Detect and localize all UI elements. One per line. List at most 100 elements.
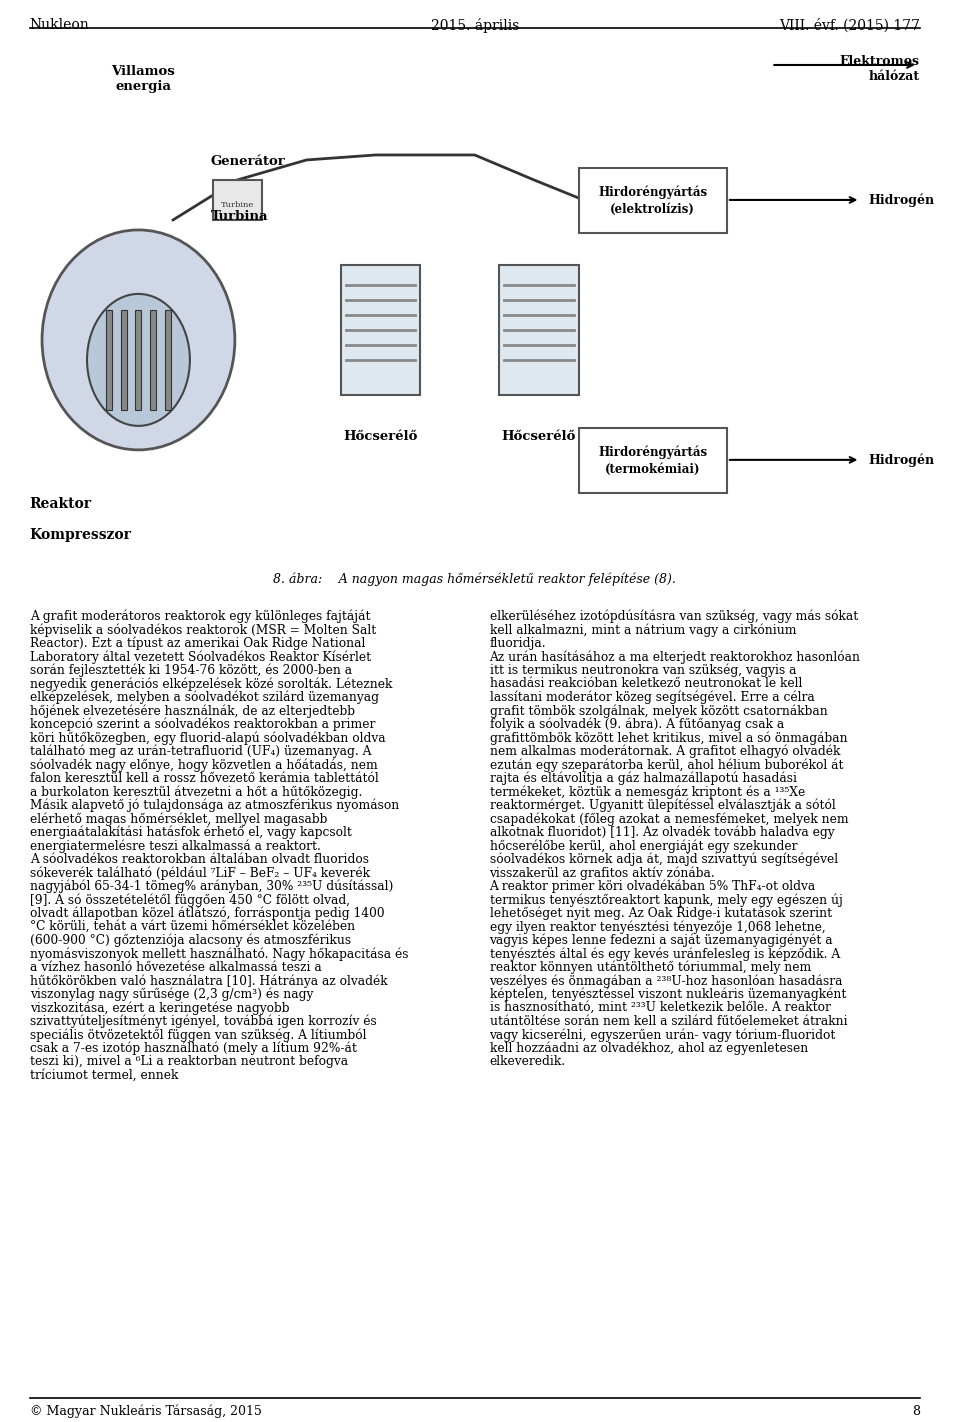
Text: egy ilyen reaktor tenyésztési tényezője 1,068 lehetne,: egy ilyen reaktor tenyésztési tényezője … (490, 920, 826, 934)
Text: energiatermelésre teszi alkalmassá a reaktort.: energiatermelésre teszi alkalmassá a rea… (30, 839, 321, 853)
Text: olvadt állapotban közel átlátszó, forráspontja pedig 1400: olvadt állapotban közel átlátszó, forrás… (30, 907, 384, 920)
Text: rajta és eltávolítja a gáz halmazállapotú hasadási: rajta és eltávolítja a gáz halmazállapot… (490, 772, 797, 785)
Ellipse shape (87, 294, 190, 425)
Text: Az urán hasításához a ma elterjedt reaktorokhoz hasonlóan: Az urán hasításához a ma elterjedt reakt… (490, 650, 860, 664)
Text: viszonylag nagy sűrűsége (2,3 g/cm³) és nagy: viszonylag nagy sűrűsége (2,3 g/cm³) és … (30, 988, 313, 1001)
Text: folyik a sóolvadék (9. ábra). A fűtőanyag csak a: folyik a sóolvadék (9. ábra). A fűtőanya… (490, 718, 783, 731)
Text: képviselik a sóolvadékos reaktorok (MSR = Molten Salt: képviselik a sóolvadékos reaktorok (MSR … (30, 623, 376, 637)
Text: Hidrogén: Hidrogén (868, 193, 934, 206)
Text: elkeveredik.: elkeveredik. (490, 1055, 565, 1068)
Text: Turbina: Turbina (210, 210, 268, 223)
Text: sóolvadék nagy előnye, hogy közvetlen a hőátadás, nem: sóolvadék nagy előnye, hogy közvetlen a … (30, 758, 377, 772)
Text: A reaktor primer köri olvadékában 5% ThF₄-ot oldva: A reaktor primer köri olvadékában 5% ThF… (490, 880, 816, 893)
Text: grafit tömbök szolgálnak, melyek között csatornákban: grafit tömbök szolgálnak, melyek között … (490, 704, 828, 718)
Text: energiaátalakítási hatásfok érhető el, vagy kapcsolt: energiaátalakítási hatásfok érhető el, v… (30, 826, 351, 839)
Text: Hirdoréngyártás: Hirdoréngyártás (598, 445, 708, 459)
Text: nagyjából 65-34-1 tömeg% arányban, 30% ²³⁵U dúsítással): nagyjából 65-34-1 tömeg% arányban, 30% ²… (30, 880, 393, 893)
Text: reaktor könnyen utántölthető tóriummal, mely nem: reaktor könnyen utántölthető tóriummal, … (490, 961, 811, 974)
Bar (499, 264, 579, 395)
Text: elérhető magas hőmérséklet, mellyel magasabb: elérhető magas hőmérséklet, mellyel maga… (30, 812, 327, 826)
Text: Elektromos
hálózat: Elektromos hálózat (840, 55, 920, 82)
Text: itt is termikus neutronokra van szükség, vagyis a: itt is termikus neutronokra van szükség,… (490, 664, 796, 677)
Text: csak a 7-es izotóp használható (mely a lítium 92%-át: csak a 7-es izotóp használható (mely a l… (30, 1042, 356, 1055)
Ellipse shape (42, 230, 235, 449)
Text: °C körüli, tehát a várt üzemi hőmérséklet közelében: °C körüli, tehát a várt üzemi hőmérsékle… (30, 920, 355, 933)
Text: lehetőséget nyit meg. Az Oak Ridge-i kutatások szerint: lehetőséget nyit meg. Az Oak Ridge-i kut… (490, 907, 831, 920)
Text: utántöltése során nem kell a szilárd fűtőelemeket átrakni: utántöltése során nem kell a szilárd fűt… (490, 1015, 847, 1028)
Bar (30, 36, 920, 555)
Bar (151, 310, 156, 410)
Bar (121, 310, 127, 410)
Text: Reaktor: Reaktor (30, 496, 91, 510)
Text: negyedik generációs elképzelések közé sorolták. Léteznek: negyedik generációs elképzelések közé so… (30, 677, 392, 691)
Text: A grafit moderátoros reaktorok egy különleges fajtáját: A grafit moderátoros reaktorok egy külön… (30, 610, 371, 623)
Text: [9]. A só összetételétől függően 450 °C fölött olvad,: [9]. A só összetételétől függően 450 °C … (30, 893, 349, 907)
Text: falon keresztül kell a rossz hővezető kerámia tablettától: falon keresztül kell a rossz hővezető ke… (30, 772, 378, 785)
Text: hőjének elvezetésére használnák, de az elterjedtebb: hőjének elvezetésére használnák, de az e… (30, 704, 354, 718)
Text: grafittömbök között lehet kritikus, mivel a só önmagában: grafittömbök között lehet kritikus, mive… (490, 731, 847, 745)
Text: nem alkalmas moderátornak. A grafitot elhagyó olvadék: nem alkalmas moderátornak. A grafitot el… (490, 745, 840, 758)
Text: Hőcserélő: Hőcserélő (502, 429, 576, 442)
Text: viszkozitása, ezért a keringetése nagyobb: viszkozitása, ezért a keringetése nagyob… (30, 1001, 289, 1015)
Text: Hidrogén: Hidrogén (868, 454, 934, 466)
Text: hőcserélőbe kerül, ahol energiáját egy szekunder: hőcserélőbe kerül, ahol energiáját egy s… (490, 839, 797, 853)
Text: hűtőkörökben való használatra [10]. Hátránya az olvadék: hűtőkörökben való használatra [10]. Hátr… (30, 974, 387, 988)
Text: Villamos
energia: Villamos energia (111, 65, 176, 92)
Text: fluoridja.: fluoridja. (490, 637, 546, 650)
Text: Reactor). Ezt a típust az amerikai Oak Ridge National: Reactor). Ezt a típust az amerikai Oak R… (30, 637, 365, 650)
Text: található meg az urán-tetrafluorid (UF₄) üzemanyag. A: található meg az urán-tetrafluorid (UF₄)… (30, 745, 372, 758)
Text: köri hűtőközegben, egy fluorid-alapú sóolvadékban oldva: köri hűtőközegben, egy fluorid-alapú sóo… (30, 731, 385, 745)
Text: termikus tenyésztőreaktort kapunk, mely egy egészen új: termikus tenyésztőreaktort kapunk, mely … (490, 893, 842, 907)
Text: képtelen, tenyésztéssel viszont nukleáris üzemanyagként: képtelen, tenyésztéssel viszont nukleári… (490, 988, 846, 1001)
Text: termékeket, köztük a nemesgáz kriptont és a ¹³⁵Xe: termékeket, köztük a nemesgáz kriptont é… (490, 785, 804, 799)
Text: Hirdoréngyártás: Hirdoréngyártás (598, 185, 708, 199)
Text: 2015. április: 2015. április (430, 18, 518, 33)
Text: Nukleon: Nukleon (30, 18, 89, 31)
Text: visszakerül az grafitos aktív zónába.: visszakerül az grafitos aktív zónába. (490, 866, 715, 880)
Text: Kompresszor: Kompresszor (30, 528, 132, 542)
Text: tenyésztés által és egy kevés uránfelesleg is képződik. A: tenyésztés által és egy kevés uránfelesl… (490, 947, 840, 961)
Text: is hasznosítható, mint ²³³U keletkezik belőle. A reaktor: is hasznosítható, mint ²³³U keletkezik b… (490, 1001, 830, 1014)
Text: nyomásviszonyok mellett használható. Nagy hőkapacitása és: nyomásviszonyok mellett használható. Nag… (30, 947, 408, 961)
Text: kell hozzáadni az olvadékhoz, ahol az egyenletesen: kell hozzáadni az olvadékhoz, ahol az eg… (490, 1042, 807, 1055)
Bar (579, 168, 727, 233)
Text: elkerüléséhez izotópdúsításra van szükség, vagy más sókat: elkerüléséhez izotópdúsításra van szüksé… (490, 610, 858, 623)
Text: Hőcserélő: Hőcserélő (344, 429, 418, 442)
Text: Generátor: Generátor (210, 155, 285, 168)
Text: teszi ki), mivel a ⁶Li a reaktorban neutront befogva: teszi ki), mivel a ⁶Li a reaktorban neut… (30, 1055, 348, 1068)
Bar (212, 181, 262, 220)
Text: veszélyes és önmagában a ²³⁸U-hoz hasonlóan hasadásra: veszélyes és önmagában a ²³⁸U-hoz hasonl… (490, 974, 843, 988)
Text: (termokémiai): (termokémiai) (605, 464, 701, 476)
Text: sókeverék található (például ⁷LiF – BeF₂ – UF₄ keverék: sókeverék található (például ⁷LiF – BeF₂… (30, 866, 370, 880)
Text: 8. ábra:  A nagyon magas hőmérsékletű reaktor felépítése (8).: 8. ábra: A nagyon magas hőmérsékletű rea… (274, 573, 676, 586)
Text: alkotnak fluoridot) [11]. Az olvadék tovább haladva egy: alkotnak fluoridot) [11]. Az olvadék tov… (490, 826, 834, 839)
Text: Másik alapvető jó tulajdonsága az atmoszférikus nyomáson: Másik alapvető jó tulajdonsága az atmosz… (30, 799, 399, 812)
Text: kell alkalmazni, mint a nátrium vagy a cirkónium: kell alkalmazni, mint a nátrium vagy a c… (490, 623, 796, 637)
Text: csapadékokat (főleg azokat a nemesfémeket, melyek nem: csapadékokat (főleg azokat a nemesfémeke… (490, 812, 848, 826)
Text: lassítani moderátor közeg segítségével. Erre a célra: lassítani moderátor közeg segítségével. … (490, 691, 814, 704)
Bar (165, 310, 171, 410)
Text: hasadási reakcióban keletkező neutronokat le kell: hasadási reakcióban keletkező neutronoka… (490, 677, 802, 690)
Text: a vízhez hasonló hővezetése alkalmassá teszi a: a vízhez hasonló hővezetése alkalmassá t… (30, 961, 322, 974)
Text: 8: 8 (912, 1405, 920, 1418)
Bar (579, 428, 727, 493)
Text: reaktormérget. Ugyanitt ülepítéssel elválasztják a sótól: reaktormérget. Ugyanitt ülepítéssel elvá… (490, 799, 835, 812)
Text: (elektrolízis): (elektrolízis) (611, 203, 695, 216)
Text: koncepció szerint a sóolvadékos reaktorokban a primer: koncepció szerint a sóolvadékos reaktoro… (30, 718, 375, 731)
Text: tríciumot termel, ennek: tríciumot termel, ennek (30, 1069, 178, 1082)
Text: vagyis képes lenne fedezni a saját üzemanyagigényét a: vagyis képes lenne fedezni a saját üzema… (490, 934, 833, 947)
Text: © Magyar Nukleáris Társaság, 2015: © Magyar Nukleáris Társaság, 2015 (30, 1405, 261, 1418)
Text: szivattyúteljesítményt igényel, továbbá igen korrozív és: szivattyúteljesítményt igényel, továbbá … (30, 1015, 376, 1028)
Text: speciális ötvözetektől függen van szükség. A lítiumból: speciális ötvözetektől függen van szüksé… (30, 1028, 366, 1042)
Bar (106, 310, 111, 410)
Bar (341, 264, 420, 395)
Text: Laboratory által vezetett Sóolvadékos Reaktor Kísérlet: Laboratory által vezetett Sóolvadékos Re… (30, 650, 371, 664)
Text: sóolvadékos körnek adja át, majd szivattyú segítségével: sóolvadékos körnek adja át, majd szivatt… (490, 853, 838, 866)
Bar (135, 310, 141, 410)
Text: ezután egy szeparátorba kerül, ahol hélium buborékol át: ezután egy szeparátorba kerül, ahol héli… (490, 758, 843, 772)
Text: a burkolaton keresztül átvezetni a hőt a hűtőközegig.: a burkolaton keresztül átvezetni a hőt a… (30, 785, 362, 799)
Text: során fejlesztették ki 1954-76 között, és 2000-ben a: során fejlesztették ki 1954-76 között, é… (30, 664, 351, 677)
Text: VIII. évf. (2015) 177: VIII. évf. (2015) 177 (779, 18, 920, 33)
Text: vagy kicserélni, egyszerűen urán- vagy tórium-fluoridot: vagy kicserélni, egyszerűen urán- vagy t… (490, 1028, 836, 1042)
Text: Turbine: Turbine (221, 201, 254, 209)
